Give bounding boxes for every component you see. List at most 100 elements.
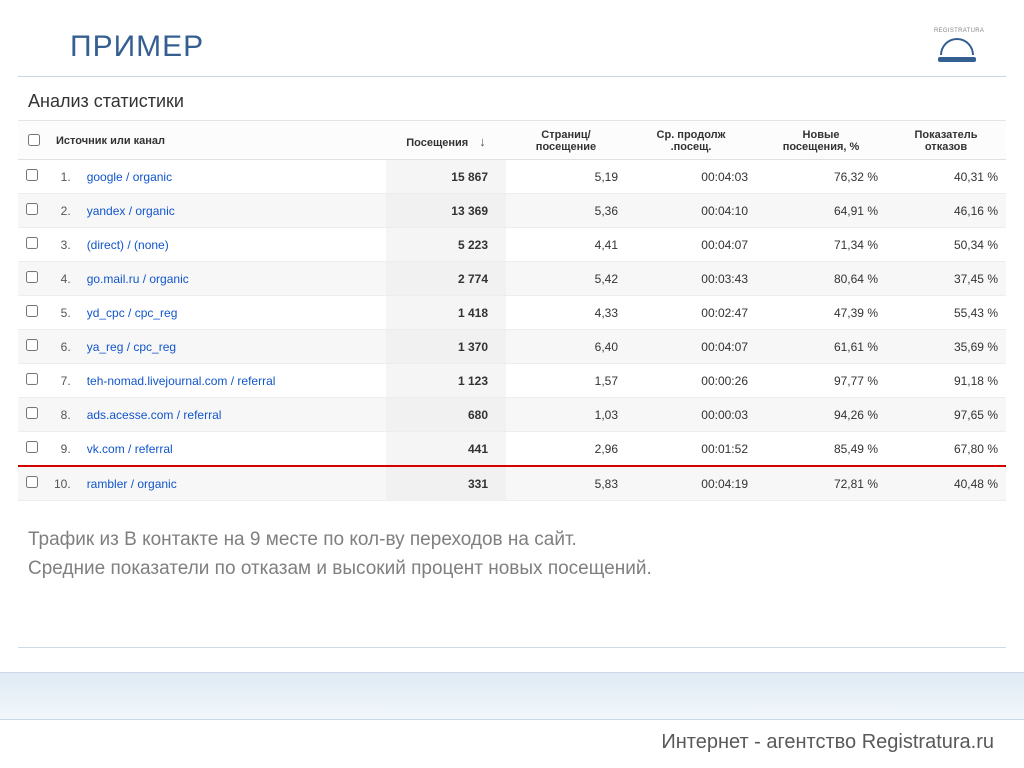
source-link[interactable]: ads.acesse.com / referral [87,408,222,422]
row-bounce: 91,18 % [886,364,1006,398]
row-checkbox-cell [18,398,46,432]
row-visits: 15 867 [386,160,506,194]
row-bounce: 40,48 % [886,466,1006,501]
select-all-checkbox[interactable] [28,134,40,146]
row-visits: 1 418 [386,296,506,330]
row-duration: 00:00:26 [626,364,756,398]
commentary-line-1: Трафик из В контакте на 9 месте по кол-в… [28,525,996,554]
row-new-visits: 47,39 % [756,296,886,330]
analytics-table-wrap: Источник или канал Посещения ↓ Страниц/ … [18,120,1006,501]
col-header-source[interactable]: Источник или канал [46,121,386,160]
col-header-duration[interactable]: Ср. продолж .посещ. [626,121,756,160]
source-link[interactable]: go.mail.ru / organic [87,272,189,286]
col-header-bounce[interactable]: Показатель отказов [886,121,1006,160]
row-index: 5. [46,296,79,330]
commentary-block: Трафик из В контакте на 9 месте по кол-в… [28,525,996,584]
row-pages: 6,40 [506,330,626,364]
row-index: 1. [46,160,79,194]
page-subtitle: Анализ статистики [0,85,1024,120]
brand-logo: REGISTRATURA [934,28,980,68]
source-link[interactable]: teh-nomad.livejournal.com / referral [87,374,276,388]
row-checkbox[interactable] [26,169,38,181]
row-pages: 1,03 [506,398,626,432]
row-visits: 331 [386,466,506,501]
row-pages: 5,83 [506,466,626,501]
row-duration: 00:01:52 [626,432,756,467]
col-header-new-label: Новые посещения, % [783,129,860,153]
row-new-visits: 61,61 % [756,330,886,364]
row-checkbox-cell [18,228,46,262]
row-new-visits: 72,81 % [756,466,886,501]
row-bounce: 37,45 % [886,262,1006,296]
row-checkbox-cell [18,262,46,296]
source-link[interactable]: ya_reg / cpc_reg [87,340,176,354]
row-checkbox[interactable] [26,305,38,317]
row-pages: 4,33 [506,296,626,330]
row-bounce: 55,43 % [886,296,1006,330]
row-source: ya_reg / cpc_reg [79,330,386,364]
col-header-checkbox [18,121,46,160]
page-title: ПРИМЕР [0,0,1024,76]
title-divider [18,76,1006,77]
row-checkbox[interactable] [26,237,38,249]
row-source: ads.acesse.com / referral [79,398,386,432]
col-header-new-visits[interactable]: Новые посещения, % [756,121,886,160]
row-bounce: 50,34 % [886,228,1006,262]
row-duration: 00:04:07 [626,228,756,262]
table-row: 7. teh-nomad.livejournal.com / referral 1 … [18,364,1006,398]
brand-logo-text: REGISTRATURA [934,28,980,34]
source-link[interactable]: google / organic [87,170,172,184]
row-index: 7. [46,364,79,398]
source-link[interactable]: yandex / organic [87,204,175,218]
row-checkbox[interactable] [26,203,38,215]
col-header-bounce-label: Показатель отказов [914,129,977,153]
row-new-visits: 85,49 % [756,432,886,467]
row-source: yd_cpc / cpc_reg [79,296,386,330]
row-bounce: 40,31 % [886,160,1006,194]
row-new-visits: 80,64 % [756,262,886,296]
row-duration: 00:00:03 [626,398,756,432]
row-checkbox[interactable] [26,407,38,419]
footer-band [0,672,1024,720]
table-row: 10.rambler / organic3315,8300:04:1972,81… [18,466,1006,501]
row-new-visits: 97,77 % [756,364,886,398]
row-new-visits: 64,91 % [756,194,886,228]
row-checkbox-cell [18,466,46,501]
row-new-visits: 76,32 % [756,160,886,194]
row-checkbox[interactable] [26,271,38,283]
col-header-pages-label: Страниц/ посещение [536,129,596,153]
row-pages: 2,96 [506,432,626,467]
row-checkbox-cell [18,432,46,467]
row-source: rambler / organic [79,466,386,501]
row-source: teh-nomad.livejournal.com / referral [79,364,386,398]
row-checkbox[interactable] [26,476,38,488]
row-checkbox[interactable] [26,373,38,385]
row-index: 3. [46,228,79,262]
source-link[interactable]: rambler / organic [87,477,177,491]
row-duration: 00:04:10 [626,194,756,228]
row-pages: 5,36 [506,194,626,228]
row-index: 8. [46,398,79,432]
row-visits: 441 [386,432,506,467]
row-bounce: 67,80 % [886,432,1006,467]
table-row: 2.yandex / organic13 3695,3600:04:1064,9… [18,194,1006,228]
table-row: 4.go.mail.ru / organic2 7745,4200:03:438… [18,262,1006,296]
row-bounce: 97,65 % [886,398,1006,432]
source-link[interactable]: (direct) / (none) [87,238,169,252]
row-visits: 1 123 [386,364,506,398]
row-index: 4. [46,262,79,296]
row-checkbox[interactable] [26,339,38,351]
row-duration: 00:02:47 [626,296,756,330]
row-index: 9. [46,432,79,467]
row-source: vk.com / referral [79,432,386,467]
row-source: (direct) / (none) [79,228,386,262]
source-link[interactable]: vk.com / referral [87,442,173,456]
row-bounce: 46,16 % [886,194,1006,228]
col-header-source-label: Источник или канал [56,135,165,147]
footer-text: Интернет - агентство Registratura.ru [661,731,994,754]
source-link[interactable]: yd_cpc / cpc_reg [87,306,178,320]
row-new-visits: 71,34 % [756,228,886,262]
col-header-visits[interactable]: Посещения ↓ [386,121,506,160]
row-checkbox[interactable] [26,441,38,453]
col-header-pages[interactable]: Страниц/ посещение [506,121,626,160]
